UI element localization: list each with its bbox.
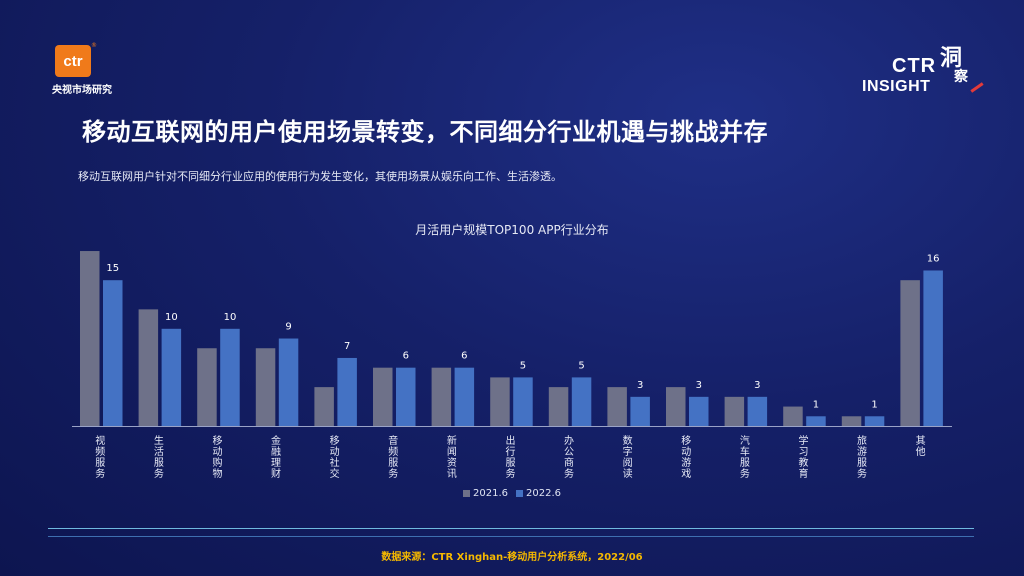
bar-2021-6-9: [607, 387, 627, 426]
bar-2022-6-0: [103, 280, 123, 426]
bar-2021-6-3: [255, 348, 276, 426]
legend-item-2021: 2021.6: [463, 488, 508, 499]
category-label-1: 生活服务: [154, 434, 164, 480]
ctr-insight-logo: CTR INSIGHT 洞 察: [862, 40, 992, 102]
category-label-12: 学习教育: [798, 434, 808, 480]
logo-caption: 央视市场研究: [52, 85, 112, 96]
bar-2022-6-11: [747, 396, 768, 426]
data-label-8: 5: [578, 360, 584, 371]
legend-label-2022: 2022.6: [526, 488, 561, 499]
bar-2021-6-1: [138, 309, 159, 426]
bar-2022-6-7: [513, 377, 533, 426]
category-label-5: 音频服务: [388, 434, 398, 480]
category-label-13: 旅游服务: [857, 434, 867, 480]
bar-2022-6-10: [689, 396, 709, 426]
bar-2022-6-3: [278, 338, 299, 426]
data-label-2: 10: [224, 312, 237, 323]
data-label-3: 9: [285, 322, 291, 333]
data-label-14: 16: [927, 253, 940, 264]
data-label-11: 3: [754, 380, 760, 391]
category-label-10: 移动游戏: [681, 434, 691, 480]
data-label-0: 15: [106, 263, 119, 274]
ctr-logo: ctr: [55, 45, 91, 77]
category-label-6: 新闻资讯: [447, 434, 457, 480]
chart-title: 月活用户规模TOP100 APP行业分布: [415, 223, 609, 237]
category-label-7: 出行服务: [505, 434, 515, 480]
category-label-9: 数字阅读: [623, 434, 633, 480]
bar-2022-6-8: [571, 377, 592, 426]
bar-2022-6-9: [630, 396, 650, 426]
category-label-2: 移动购物: [212, 434, 222, 480]
category-label-3: 金融理财: [271, 434, 281, 480]
bar-2021-6-6: [431, 367, 452, 426]
bar-2021-6-11: [724, 396, 745, 426]
footer-divider-top: [48, 528, 974, 529]
category-label-0: 视频服务: [95, 434, 105, 480]
category-label-8: 办公商务: [564, 434, 574, 480]
footer-divider-bottom: [48, 536, 974, 537]
bar-2021-6-7: [490, 377, 510, 426]
registered-mark-icon: ®: [91, 42, 97, 49]
category-label-4: 移动社交: [330, 434, 340, 480]
bar-2022-6-2: [220, 328, 240, 426]
legend-swatch-2022: [516, 490, 523, 497]
bar-2022-6-4: [337, 357, 357, 426]
category-label-14: 其他: [916, 435, 926, 458]
bar-2021-6-8: [548, 387, 569, 426]
data-label-9: 3: [637, 380, 643, 391]
data-label-10: 3: [696, 380, 702, 391]
data-label-13: 1: [871, 399, 877, 410]
bar-2021-6-5: [373, 367, 393, 426]
page-headline: 移动互联网的用户使用场景转变，不同细分行业机遇与挑战并存: [82, 118, 768, 146]
legend-item-2022: 2022.6: [516, 488, 561, 499]
data-label-1: 10: [165, 312, 178, 323]
bar-2021-6-12: [783, 406, 803, 426]
legend-swatch-2021: [463, 490, 470, 497]
category-label-11: 汽车服务: [740, 434, 750, 480]
insight-cn-char-1: 洞: [940, 45, 963, 71]
insight-ctr-text: CTR: [892, 55, 937, 77]
bar-2022-6-1: [161, 328, 182, 426]
bar-2021-6-10: [666, 387, 686, 426]
data-label-4: 7: [344, 341, 350, 352]
bar-2022-6-12: [806, 416, 826, 426]
bar-2021-6-0: [80, 251, 100, 426]
bar-2022-6-14: [923, 270, 943, 426]
bar-2022-6-6: [454, 367, 475, 426]
bar-2021-6-14: [900, 280, 920, 426]
legend-label-2021: 2021.6: [473, 488, 508, 499]
logo-text: ctr: [63, 52, 83, 70]
data-label-5: 6: [403, 351, 409, 362]
data-label-12: 1: [813, 399, 819, 410]
chart-legend: 2021.6 2022.6: [463, 488, 561, 499]
bar-2021-6-4: [314, 387, 334, 426]
bar-2022-6-5: [396, 367, 416, 426]
bar-2021-6-13: [841, 416, 862, 426]
bar-2022-6-13: [864, 416, 885, 426]
page-subtitle: 移动互联网用户针对不同细分行业应用的使用行为发生变化，其使用场景从娱乐向工作、生…: [78, 170, 562, 183]
insight-cn-char-2: 察: [954, 69, 968, 85]
insight-label: INSIGHT: [862, 78, 931, 95]
data-label-6: 6: [461, 351, 467, 362]
bar-2021-6-2: [197, 348, 217, 426]
data-source: 数据来源：CTR Xinghan-移动用户分析系统，2022/06: [381, 552, 643, 563]
data-label-7: 5: [520, 360, 526, 371]
